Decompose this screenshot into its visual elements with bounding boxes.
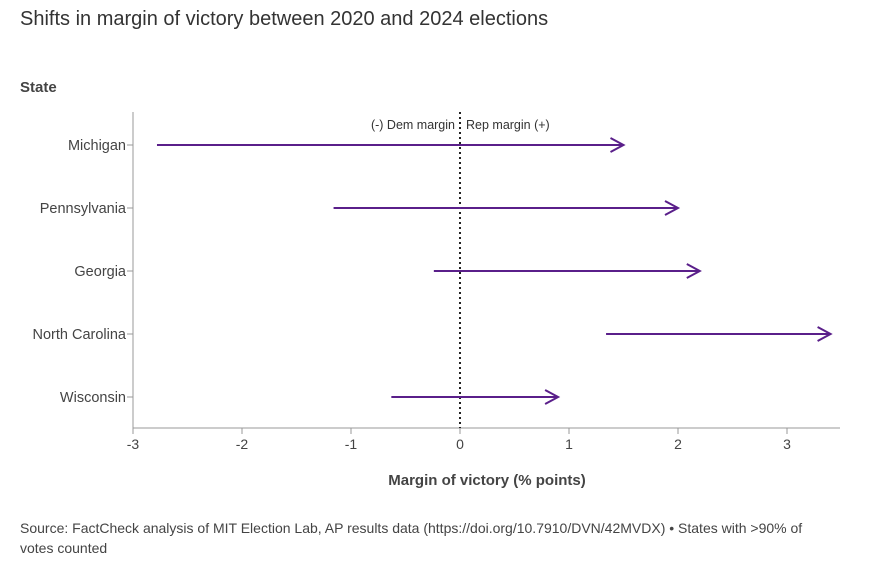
x-tick-label: 2 <box>674 436 682 452</box>
shift-arrow-head <box>664 200 681 216</box>
y-axis-title: State <box>20 79 57 96</box>
shift-arrow-head <box>610 137 626 153</box>
state-label: North Carolina <box>33 327 127 343</box>
annotation-dem-margin: (-) Dem margin <box>371 118 455 132</box>
shift-arrow-head <box>686 263 702 279</box>
arrow-chart: -3 -2 -1 0 1 2 3 Michigan Pennsylvania Georgia Nor… <box>33 112 840 489</box>
annotation-rep-margin: Rep margin (+) <box>466 118 550 132</box>
state-label: Pennsylvania <box>40 201 127 217</box>
chart-title: Shifts in margin of victory between 2020… <box>20 8 549 30</box>
x-tick-label: -3 <box>127 436 140 452</box>
x-tick-label: 3 <box>783 436 791 452</box>
shift-arrow-head <box>817 326 833 342</box>
x-tick-label: -1 <box>345 436 358 452</box>
x-tick-label: 0 <box>456 436 464 452</box>
source-note: Source: FactCheck analysis of MIT Electi… <box>20 520 803 556</box>
state-label: Georgia <box>74 264 127 280</box>
shift-arrow-head <box>544 389 561 405</box>
x-tick-label: -2 <box>236 436 249 452</box>
x-axis-title: Margin of victory (% points) <box>388 472 586 489</box>
state-label: Michigan <box>68 138 126 154</box>
x-tick-label: 1 <box>565 436 573 452</box>
state-label: Wisconsin <box>60 390 126 406</box>
